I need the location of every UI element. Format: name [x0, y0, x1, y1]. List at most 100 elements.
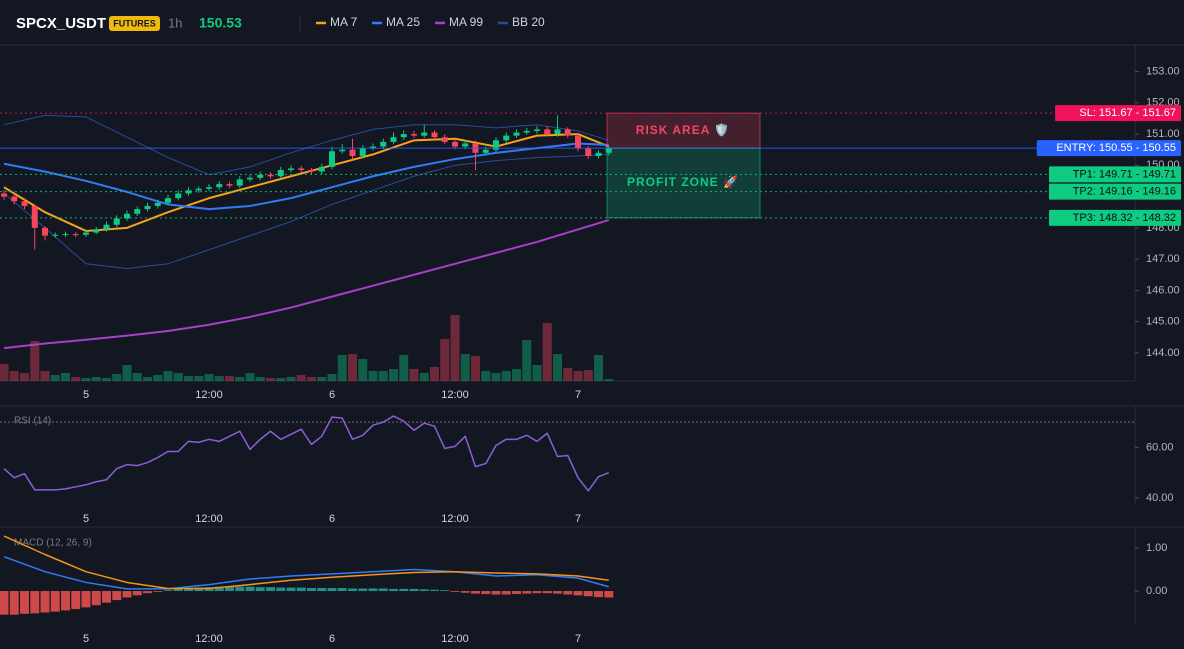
candle-body [257, 174, 264, 178]
volume-bar [532, 365, 542, 381]
volume-bar [419, 373, 429, 381]
histogram-bar [184, 588, 193, 592]
histogram-bar [30, 591, 40, 614]
candle-body [411, 134, 417, 136]
badge-bg [109, 16, 160, 31]
y-tick-label: 153.00 [1146, 65, 1180, 77]
candle-body [154, 202, 161, 206]
histogram-bar [532, 591, 542, 594]
candle-body [595, 152, 602, 156]
histogram-bar [491, 591, 501, 595]
histogram-bar [194, 587, 204, 592]
candle-body [134, 209, 141, 214]
candle-body [206, 187, 212, 189]
candle-body [124, 213, 130, 219]
y-tick-label: 0.00 [1146, 585, 1167, 597]
volume-bar [266, 378, 275, 381]
level-tag-label: ENTRY: 150.55 - 150.55 [1056, 142, 1176, 154]
legend-label: MA 7 [330, 15, 358, 29]
level-tag-label: SL: 151.67 - 151.67 [1079, 107, 1176, 119]
volume-bar [522, 340, 532, 381]
x-tick-label: 12:00 [195, 513, 223, 525]
histogram-bar [286, 587, 296, 592]
candle-body [390, 137, 397, 142]
histogram-bar [255, 587, 265, 592]
histogram-bar [430, 589, 439, 592]
candle-body [93, 229, 100, 233]
volume-bar [307, 377, 316, 381]
volume-bar [563, 368, 573, 381]
candle-body [236, 179, 243, 186]
volume-bar [460, 354, 470, 381]
candle-body [185, 190, 192, 194]
x-tick-label: 6 [329, 633, 335, 645]
candle-body [339, 149, 346, 152]
x-tick-label: 7 [575, 633, 581, 645]
candle-body [72, 234, 79, 236]
volume-bar [81, 378, 91, 381]
volume-bar [358, 359, 368, 381]
volume-bar [501, 371, 511, 381]
volume-bar [409, 369, 419, 381]
volume-bar [604, 379, 614, 381]
zone-label: PROFIT ZONE 🚀 [627, 175, 739, 189]
histogram-bar [563, 591, 573, 595]
histogram-bar [81, 591, 91, 608]
histogram-bar [327, 588, 337, 592]
candle-body [380, 141, 387, 147]
volume-bar [173, 373, 183, 381]
volume-bar [276, 378, 286, 381]
candle-body [605, 148, 612, 153]
histogram-bar [553, 591, 562, 594]
histogram-bar [542, 591, 552, 594]
histogram-bar [368, 588, 378, 592]
histogram-bar [440, 590, 450, 592]
x-tick-label: 12:00 [441, 633, 469, 645]
ma-line [3, 219, 610, 350]
volume-bar [430, 367, 439, 381]
candle-body [523, 130, 530, 133]
volume-bar [450, 315, 460, 381]
histogram-bar [409, 588, 419, 592]
volume-bar [163, 371, 173, 381]
candle-body [11, 196, 18, 202]
histogram-bar [235, 586, 245, 592]
candle-body [103, 224, 110, 230]
volume-bar [102, 378, 111, 381]
candle-body [247, 177, 253, 180]
histogram-bar [153, 591, 163, 592]
volume-bar [153, 375, 163, 381]
y-tick-label: 1.00 [1146, 542, 1167, 554]
band-line [3, 153, 609, 269]
candle-body [441, 137, 448, 142]
candle-body [564, 129, 571, 136]
last-price: 150.53 [199, 15, 242, 31]
x-tick-label: 5 [83, 513, 89, 525]
volume-bar [71, 377, 81, 381]
volume-bar [481, 371, 491, 381]
histogram-bar [358, 588, 368, 592]
volume-bar [143, 377, 152, 381]
pane-title: MACD (12, 26, 9) [14, 538, 92, 549]
volume-bar [20, 373, 29, 381]
x-tick-label: 12:00 [441, 513, 469, 525]
candle-body [113, 218, 120, 225]
histogram-bar [61, 591, 70, 611]
level-tag [1036, 140, 1181, 157]
candle-body [544, 129, 551, 135]
candle-body [216, 184, 223, 188]
candle-body [534, 129, 540, 131]
histogram-bar [481, 591, 491, 595]
candle-body [513, 132, 520, 136]
histogram-bar [378, 588, 388, 592]
histogram-bar [20, 591, 29, 614]
candle-body [452, 141, 458, 147]
candle-body [144, 205, 151, 210]
histogram-bar [604, 591, 614, 598]
candle-body [400, 134, 407, 138]
histogram-bar [450, 591, 460, 592]
volume-bar [491, 373, 501, 381]
y-tick-label: 145.00 [1146, 316, 1180, 328]
histogram-bar [317, 588, 327, 592]
